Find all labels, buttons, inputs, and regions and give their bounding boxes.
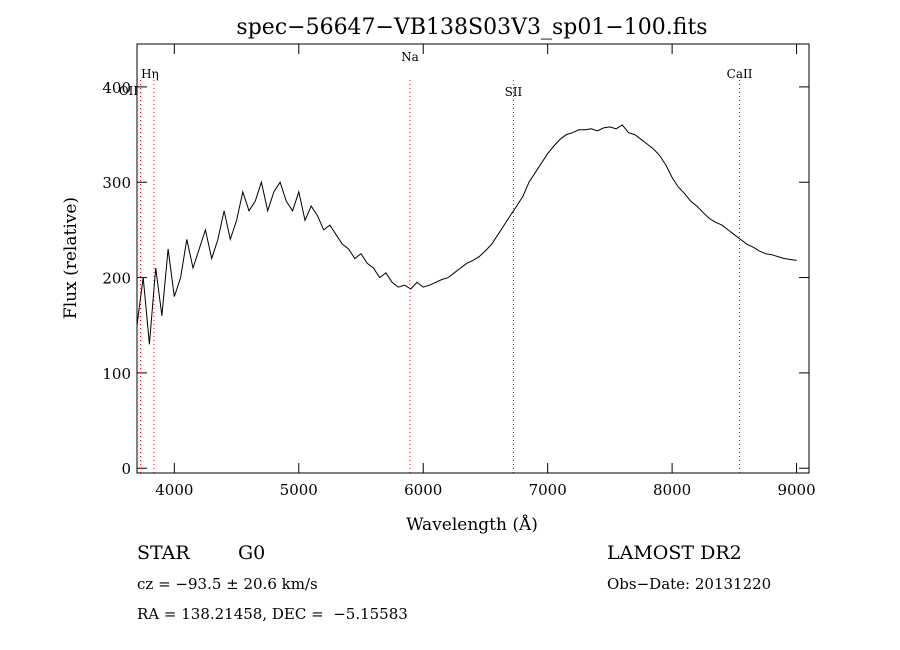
spectral-line-label: SII xyxy=(505,85,523,99)
x-tick-label: 4000 xyxy=(155,481,193,499)
x-tick-label: 9000 xyxy=(777,481,815,499)
plot-frame xyxy=(136,43,810,474)
y-tick-label: 100 xyxy=(102,365,131,383)
object-class: STAR xyxy=(137,542,190,564)
object-subclass: G0 xyxy=(238,542,266,564)
y-tick-label: 400 xyxy=(102,79,131,97)
ra-dec: RA = 138.21458, DEC = −5.15583 xyxy=(137,605,408,623)
x-tick-label: 8000 xyxy=(653,481,691,499)
y-axis-label: Flux (relative) xyxy=(61,197,81,319)
y-tick-label: 200 xyxy=(102,270,131,288)
spectral-line-label: OII xyxy=(119,84,139,98)
spectral-line-label: CaII xyxy=(727,67,753,81)
spectrum-line xyxy=(136,124,797,345)
chart-title: spec−56647−VB138S03V3_sp01−100.fits xyxy=(236,15,707,40)
redshift-text: cz = −93.5 ± 20.6 km/s xyxy=(137,575,318,593)
y-tick-label: 0 xyxy=(121,460,131,478)
spectrum-series xyxy=(136,124,797,345)
x-tick-label: 5000 xyxy=(280,481,318,499)
y-tick-label: 300 xyxy=(102,174,131,192)
x-axis-label: Wavelength (Å) xyxy=(406,514,538,535)
obs-date: Obs−Date: 20131220 xyxy=(607,575,772,593)
axis-ticks: 4000 5000 6000 7000 8000 9000 0 100 200 300 400 xyxy=(102,44,816,499)
spectral-line-label: Hη xyxy=(141,67,159,81)
x-tick-label: 7000 xyxy=(529,481,567,499)
survey-name: LAMOST DR2 xyxy=(607,542,742,564)
x-tick-label: 6000 xyxy=(404,481,442,499)
spectral-line-label: Na xyxy=(401,50,419,64)
